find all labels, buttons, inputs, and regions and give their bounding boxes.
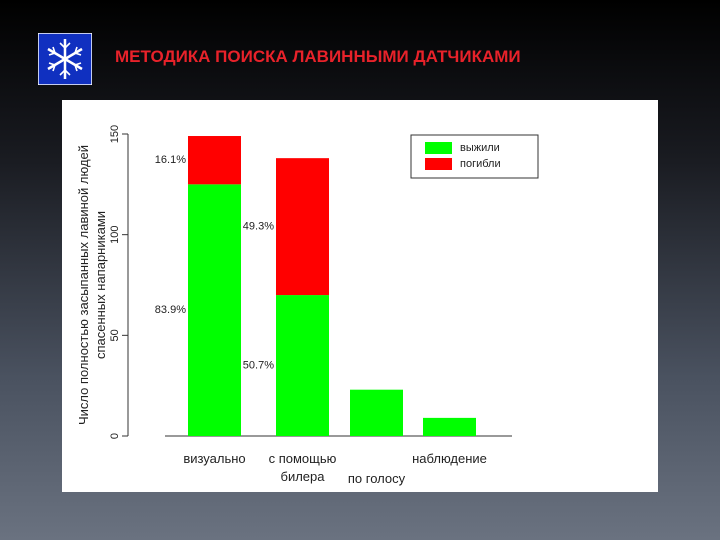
legend-label: выжили [460,142,500,154]
y-tick-label: 100 [109,225,121,243]
legend-swatch [425,158,452,170]
x-tick-label: визуально [183,451,246,466]
y-axis-label: Число полностью засыпанных лавиной людей… [76,144,108,426]
snowflake-icon [38,33,92,85]
percent-label: 83.9% [155,304,186,316]
slide-title: МЕТОДИКА ПОИСКА ЛАВИННЫМИ ДАТЧИКАМИ [115,47,521,66]
chart: 0 50 100 150 83.9% 16.1% 50.7% 49.3% выжили погиб… [109,125,539,439]
x-tick-label: наблюдение [412,451,487,466]
chart-panel: 0 50 100 150 83.9% 16.1% 50.7% 49.3% выжили погиб… [62,100,658,492]
bar-segment [188,136,241,185]
x-tick-label: по голосу [347,471,406,486]
y-tick-label: 150 [109,125,121,143]
bar-segment [188,184,241,436]
legend-label: погибли [460,158,501,170]
bar-segment [423,417,476,436]
percent-label: 50.7% [243,359,274,371]
percent-label: 16.1% [155,154,186,166]
bar-segment [350,389,403,436]
percent-label: 49.3% [243,221,274,233]
y-tick-label: 50 [109,329,121,341]
x-tick-label: с помощью билера [268,451,337,484]
y-tick-label: 0 [109,433,121,439]
legend-swatch [425,142,452,154]
bar-segment [276,295,329,436]
bar-segment [276,158,329,296]
